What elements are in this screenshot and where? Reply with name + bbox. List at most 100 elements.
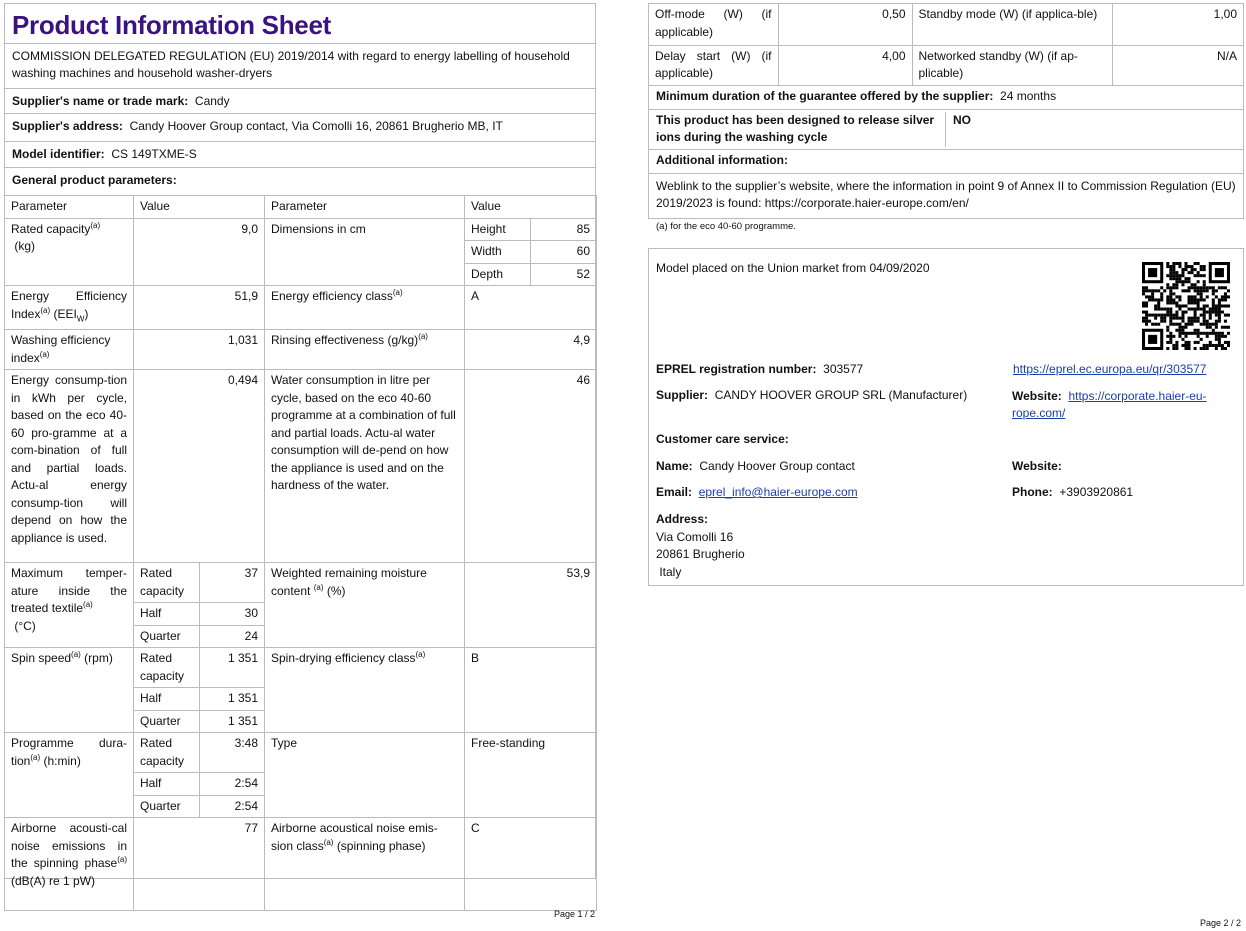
qr-code-icon (1142, 262, 1230, 350)
value: NO (953, 112, 971, 127)
header: Parameter (4, 195, 134, 219)
param-value: 37 (199, 562, 265, 604)
param-value: 4,9 (464, 329, 597, 371)
sub-label: Quarter (133, 709, 200, 734)
table-row: Airborne acousti-cal noise emissions in … (4, 817, 597, 912)
label: Supplier's address: (12, 119, 123, 133)
table-row: Off-mode (W) (if applicable) 0,50 Standb… (649, 4, 1243, 46)
value: 24 months (1000, 88, 1057, 103)
param-value: 2:54 (199, 772, 265, 796)
param-value: 46 (464, 369, 597, 564)
supplier-name-row: Supplier's name or trade mark: Candy (5, 89, 595, 114)
header: Parameter (264, 195, 465, 219)
general-params-heading: General product parameters: (5, 168, 595, 195)
table-row: Maximum temper-ature inside the treated … (4, 562, 597, 649)
header: Value (133, 195, 265, 219)
website-link[interactable]: https://corporate.haier-eu- (1068, 389, 1207, 403)
cc-website-label: Website: (1012, 459, 1062, 473)
param-label: Weighted remaining moisture content (a) … (264, 562, 465, 649)
eprel-box: Model placed on the Union market from 04… (648, 248, 1244, 586)
param-label: Height (464, 217, 531, 241)
param-value: 1 351 (199, 709, 265, 734)
param-label: Off-mode (W) (if applicable) (649, 4, 779, 46)
param-label: Spin speed(a) (rpm) (4, 647, 134, 734)
contact-phone: Phone: +3903920861 (1012, 485, 1134, 499)
param-label: Airborne acousti-cal noise emissions in … (4, 817, 134, 912)
customer-care-heading: Customer care service: (656, 432, 789, 446)
param-value: 4,00 (777, 44, 913, 86)
param-label: Maximum temper-ature inside the treated … (4, 562, 134, 649)
sub-label: Rated capacity (133, 562, 200, 604)
weblink-text: Weblink to the supplier’s website, where… (656, 178, 1236, 210)
sub-label: Quarter (133, 794, 200, 819)
param-value: 0,50 (777, 4, 913, 46)
param-label: Programme dura-tion(a) (h:min) (4, 732, 134, 819)
table-row: Programme dura-tion(a) (h:min) Rated cap… (4, 732, 597, 819)
eprel-number: EPREL registration number: 303577 (656, 362, 864, 376)
supplier-address-row: Supplier's address: Candy Hoover Group c… (5, 114, 595, 142)
page-1-sheet: Product Information Sheet COMMISSION DEL… (4, 3, 597, 912)
regulation-subtitle: COMMISSION DELEGATED REGULATION (EU) 201… (5, 44, 595, 89)
param-label: Standby mode (W) (if applica-ble) (911, 4, 1113, 46)
param-label: Type (264, 732, 465, 819)
param-label: Spin-drying efficiency class(a) (264, 647, 465, 734)
label: This product has been designed to releas… (649, 111, 946, 147)
param-value: 85 (530, 217, 597, 241)
table-row: Washing efficiency index(a) 1,031 Rinsin… (4, 329, 597, 371)
label: Minimum duration of the guarantee offere… (656, 88, 994, 103)
param-value: 53,9 (464, 562, 597, 649)
page-2-table: Off-mode (W) (if applicable) 0,50 Standb… (648, 3, 1244, 219)
param-label: Depth (464, 262, 531, 286)
param-value: 60 (530, 240, 597, 264)
param-value: Free-standing (464, 732, 597, 819)
param-label: Washing efficiency index(a) (4, 329, 134, 371)
value: Candy Hoover Group contact, Via Comolli … (129, 119, 503, 133)
model-row: Model identifier: CS 149TXME-S (5, 142, 595, 168)
sub-label: Half (133, 772, 200, 796)
param-label: Networked standby (W) (if ap-plicable) (911, 44, 1113, 86)
param-label: Energy consump-tion in kWh per cycle, ba… (4, 369, 134, 564)
email-link[interactable]: eprel_info@haier-europe.com (698, 485, 858, 499)
sub-label: Rated capacity (133, 647, 200, 689)
param-value: 30 (199, 602, 265, 626)
address: Address: Via Comolli 16 20861 Brugherio … (656, 512, 745, 579)
parameters-table: Parameter Value Parameter Value Rated ca… (4, 195, 597, 912)
page-number: Page 2 / 2 (1200, 918, 1242, 928)
param-value: 1,031 (133, 329, 265, 371)
sub-label: Rated capacity (133, 732, 200, 774)
param-value: 1 351 (199, 647, 265, 689)
param-value: 0,494 (133, 369, 265, 564)
footnote: (a) for the eco 40-60 programme. (656, 221, 796, 232)
param-value: 1 351 (199, 687, 265, 711)
supplier: Supplier: CANDY HOOVER GROUP SRL (Manufa… (656, 388, 968, 402)
param-value: 52 (530, 262, 597, 286)
param-value: C (464, 817, 597, 912)
contact-name: Name: Candy Hoover Group contact (656, 459, 855, 473)
eprel-link[interactable]: https://eprel.ec.europa.eu/qr/303577 (1013, 362, 1207, 376)
value: Candy (194, 94, 230, 108)
param-value: B (464, 647, 597, 734)
sub-label: Quarter (133, 624, 200, 649)
market-date: Model placed on the Union market from 04… (656, 261, 930, 275)
website: Website: https://corporate.haier-eu-rope… (1012, 389, 1207, 420)
param-label: Airborne acoustical noise emis-sion clas… (264, 817, 465, 912)
param-value: N/A (1111, 44, 1243, 86)
contact-email: Email: eprel_info@haier-europe.com (656, 485, 858, 499)
value: CS 149TXME-S (111, 147, 197, 161)
param-value: 1,00 (1111, 4, 1243, 46)
table-row: Energy consump-tion in kWh per cycle, ba… (4, 369, 597, 564)
guarantee-row: Minimum duration of the guarantee offere… (649, 86, 1243, 110)
page-title: Product Information Sheet (5, 4, 595, 44)
param-value: 3:48 (199, 732, 265, 774)
param-label: Delay start (W) (if applicable) (649, 44, 779, 86)
power-table: Off-mode (W) (if applicable) 0,50 Standb… (649, 4, 1243, 86)
website-link[interactable]: rope.com/ (1012, 406, 1066, 420)
page-number: Page 1 / 2 (554, 909, 596, 919)
table-row: Energy Efficiency Index(a) (EEIW) 51,9 E… (4, 284, 597, 331)
silver-ions-row: This product has been designed to releas… (649, 110, 1243, 150)
param-value: 51,9 (133, 284, 265, 331)
table-row: Spin speed(a) (rpm) Rated capacity 1 351… (4, 647, 597, 734)
param-label: Dimensions in cm (264, 217, 465, 286)
param-label: Rated capacity(a) (kg) (4, 217, 134, 286)
param-label: Energy efficiency class(a) (264, 284, 465, 331)
